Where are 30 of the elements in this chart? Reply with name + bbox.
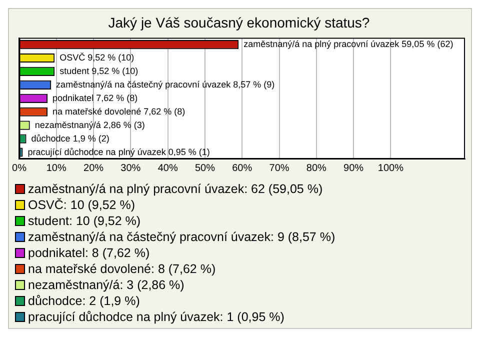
x-tick-label: 70% [269, 162, 290, 174]
data-label: nezaměstnaný/á 2,86 % (3) [34, 120, 145, 130]
x-tick-label: 80% [306, 162, 327, 174]
x-tick-label: 100% [378, 162, 404, 174]
legend-label: důchodce: 2 (1,9 %) [28, 294, 140, 308]
x-tick-label: 60% [232, 162, 252, 174]
legend-label: podnikatel: 8 (7,62 %) [28, 246, 150, 260]
x-tick-label: 50% [194, 162, 216, 174]
data-label: zaměstnaný/á na částečný pracovní úvazek 8,57 % (9) [56, 79, 275, 90]
data-label: OSVČ 9,52 % (10) [60, 52, 134, 62]
legend-label: na mateřské dovolené: 8 (7,62 %) [28, 262, 216, 276]
legend-label: zaměstnaný/á na částečný pracovní úvazek: 9 (8,57 %) [28, 230, 336, 244]
x-tick-label: 40% [158, 162, 178, 174]
data-label: důchodce 1,9 % (2) [31, 133, 110, 144]
x-tick-label: 90% [344, 162, 364, 174]
chart-title: Jaký je Váš současný ekonomický status? [108, 14, 370, 30]
x-tick-label: 10% [46, 162, 66, 174]
data-label: zaměstnaný/á na plný pracovní úvazek 59,05 % (62) [244, 39, 454, 50]
legend-label: nezaměstnaný/á: 3 (2,86 %) [28, 278, 184, 292]
data-label: student 9,52 % (10) [60, 66, 138, 76]
x-tick-label: 0% [12, 162, 27, 174]
data-label: na mateřské dovolené 7,62 % (8) [52, 106, 186, 116]
legend-label: student: 10 (9,52 %) [28, 214, 141, 228]
legend-label: OSVČ: 10 (9,52 %) [28, 198, 135, 212]
data-label: podnikatel 7,62 % (8) [52, 92, 138, 103]
legend-label: pracující důchodce na plný úvazek: 1 (0,95 %) [28, 310, 284, 324]
x-tick-label: 30% [120, 162, 141, 174]
x-tick-label: 20% [84, 162, 104, 174]
legend-label: zaměstnaný/á na plný pracovní úvazek: 62 (59,05 %) [28, 182, 323, 196]
data-label: pracující důchodce na plný úvazek 0,95 % (1) [28, 146, 210, 157]
